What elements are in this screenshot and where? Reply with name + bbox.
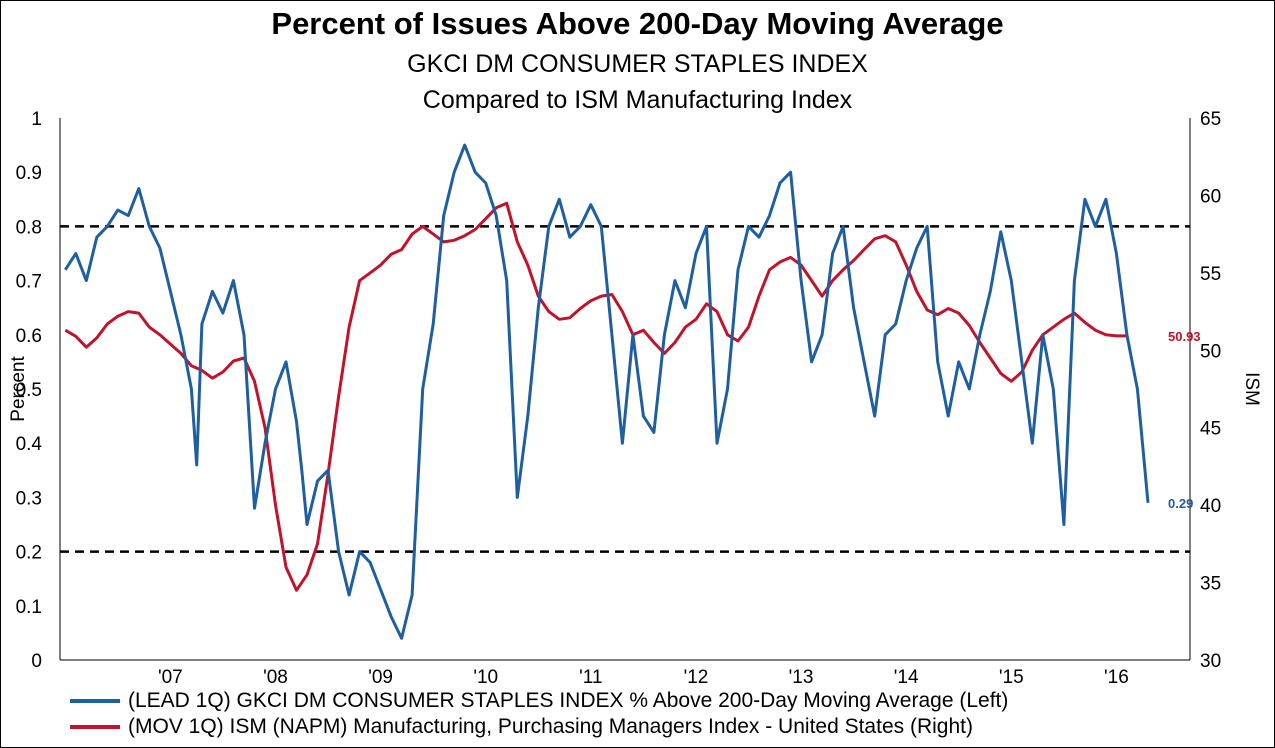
- y-axis-title: Percent: [8, 356, 29, 422]
- legend-swatch-red: [70, 725, 120, 730]
- legend-item-ism: (MOV 1Q) ISM (NAPM) Manufacturing, Purch…: [70, 715, 973, 739]
- x-tick-label-3: '10: [473, 667, 498, 688]
- x-tick-label-7: '14: [894, 667, 919, 688]
- y-tick-label-6: 0.6: [16, 326, 42, 347]
- y-tick-label-2: 0.2: [16, 543, 42, 564]
- x-tick-label-6: '13: [789, 667, 814, 688]
- y-tick-labels: 0 0.1 0.2 0.3 0.4 0.5 0.6 0.7 0.8 0.9 1: [16, 109, 43, 672]
- end-value-labels: 50.93 0.29: [1168, 329, 1201, 511]
- legend-item-staples: (LEAD 1Q) GKCI DM CONSUMER STAPLES INDEX…: [70, 689, 1008, 713]
- y2-tick-label-5: 55: [1200, 264, 1221, 285]
- chart-subtitle: GKCI DM CONSUMER STAPLES INDEX: [407, 50, 868, 78]
- y-tick-label-9: 0.9: [16, 163, 42, 184]
- x-tick-label-9: '16: [1104, 667, 1129, 688]
- chart-title: Percent of Issues Above 200-Day Moving A…: [271, 6, 1004, 41]
- y-tick-label-1: 0.1: [16, 597, 42, 618]
- reference-lines: [60, 225, 1190, 553]
- legend-swatch-blue: [70, 699, 120, 704]
- series-lines: [64, 143, 1150, 640]
- y-tick-label-5: 0.5: [16, 380, 42, 401]
- x-tick-label-4: '11: [579, 667, 602, 688]
- y2-tick-label-1: 35: [1200, 574, 1221, 595]
- x-tick-label-8: '15: [999, 667, 1024, 688]
- y2-axis-title: ISM: [1241, 372, 1262, 406]
- x-tick-label-0: '07: [158, 667, 183, 688]
- y2-tick-labels: 30 35 40 45 50 55 60 65: [1200, 109, 1221, 672]
- x-tick-label-5: '12: [684, 667, 709, 688]
- y2-tick-label-7: 65: [1200, 109, 1221, 130]
- legend-label-ism: (MOV 1Q) ISM (NAPM) Manufacturing, Purch…: [128, 715, 973, 738]
- series-line-1: [64, 201, 1127, 592]
- y2-tick-label-6: 60: [1200, 186, 1221, 207]
- x-tick-label-2: '09: [368, 667, 393, 688]
- y2-tick-label-2: 40: [1200, 496, 1221, 517]
- y2-tick-label-4: 50: [1200, 341, 1221, 362]
- y-tick-label-8: 0.8: [16, 217, 42, 238]
- series-line-0: [64, 143, 1150, 640]
- y-tick-label-10: 1: [31, 109, 42, 130]
- y2-tick-label-0: 30: [1200, 651, 1221, 672]
- x-tick-label-1: '08: [263, 667, 288, 688]
- y-tick-label-3: 0.3: [16, 488, 42, 509]
- x-tick-labels: '07 '08 '09 '10 '11 '12 '13 '14 '15 '16: [158, 667, 1129, 688]
- y-tick-label-0: 0: [31, 651, 42, 672]
- end-label-1: 50.93: [1168, 329, 1201, 344]
- y2-tick-label-3: 45: [1200, 419, 1221, 440]
- chart-subtitle-2: Compared to ISM Manufacturing Index: [422, 86, 853, 114]
- legend-label-staples: (LEAD 1Q) GKCI DM CONSUMER STAPLES INDEX…: [128, 689, 1009, 712]
- y-tick-label-7: 0.7: [16, 272, 42, 293]
- end-label-0: 0.29: [1168, 496, 1193, 511]
- y-tick-label-4: 0.4: [16, 434, 43, 455]
